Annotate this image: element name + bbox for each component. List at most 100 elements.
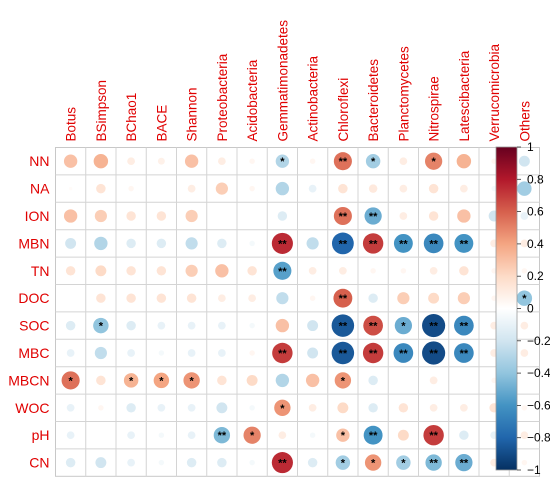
significance-mark: ** — [460, 321, 469, 333]
correlation-circle — [127, 157, 135, 166]
correlation-circle — [424, 152, 443, 170]
correlation-circle — [305, 373, 320, 388]
correlation-circle — [186, 293, 197, 303]
correlation-circle — [93, 153, 109, 169]
correlation-circle — [249, 350, 255, 356]
correlation-circle — [96, 183, 106, 194]
correlation-circle — [95, 457, 107, 469]
correlation-circle — [275, 181, 290, 196]
significance-mark: * — [129, 375, 134, 387]
correlation-circle — [455, 453, 473, 472]
significance-mark: ** — [278, 348, 287, 360]
correlation-circle — [187, 321, 196, 330]
correlation-circle — [363, 425, 383, 445]
correlation-circle — [66, 349, 75, 357]
significance-mark: * — [341, 458, 346, 470]
correlation-circle — [249, 405, 255, 411]
correlation-circle — [333, 206, 352, 226]
significance-mark: ** — [369, 430, 378, 442]
colorbar: 1 0.8 0.6 0.4 0.2 0 −0.2 −0.4 −0.6 −0.8 −1 — [495, 140, 550, 477]
row-label: NN — [29, 153, 49, 169]
correlation-circle — [516, 290, 533, 306]
correlation-circle — [339, 266, 347, 275]
correlation-circle — [457, 292, 470, 305]
correlation-circle — [491, 268, 497, 274]
column-label: Gemmatimonadetes — [275, 20, 290, 142]
significance-mark: ** — [339, 348, 348, 360]
correlation-circle — [429, 266, 438, 275]
correlation-circle — [65, 266, 76, 276]
correlation-circle — [213, 427, 231, 444]
row-label: CN — [29, 455, 49, 471]
correlation-circle — [331, 341, 355, 365]
column-label: Latescibacteria — [457, 50, 472, 141]
correlation-circle — [365, 153, 381, 169]
correlation-circle — [126, 403, 136, 413]
correlation-circle — [307, 347, 319, 359]
row-label: NA — [30, 181, 50, 197]
correlation-circle — [249, 322, 255, 329]
row-label: WOC — [15, 400, 49, 416]
circles: * ** * *** **** ** ** ** ** ****** ** ** ** * ** **** **… — [61, 152, 533, 474]
correlation-circle — [187, 431, 196, 440]
correlation-circle — [94, 236, 108, 251]
correlation-circle — [216, 402, 228, 414]
significance-mark: * — [68, 375, 73, 387]
column-label: Others — [517, 101, 532, 142]
correlation-circle — [96, 375, 106, 386]
correlation-circle — [187, 349, 196, 357]
correlation-circle — [398, 403, 409, 413]
correlation-circle — [428, 183, 439, 194]
significance-mark: ** — [278, 458, 287, 470]
grid — [55, 147, 540, 477]
correlation-circle — [63, 154, 78, 168]
significance-mark: ** — [278, 266, 287, 278]
significance-mark: ** — [429, 458, 438, 470]
significance-mark: ** — [460, 458, 469, 470]
correlation-circle — [274, 399, 291, 416]
correlation-circle — [491, 158, 497, 164]
correlation-circle — [425, 454, 442, 471]
significance-mark: ** — [460, 348, 469, 360]
correlation-circle — [183, 372, 200, 389]
correlation-circle — [277, 211, 288, 221]
correlation-circle — [521, 405, 528, 411]
correlation-circle — [309, 158, 316, 164]
column-label: Nitrospirae — [427, 76, 442, 141]
significance-mark: ** — [399, 348, 408, 360]
correlation-circle — [397, 429, 409, 441]
correlation-circle — [184, 154, 199, 168]
row-label: DOC — [18, 290, 49, 306]
correlation-circle — [307, 457, 318, 468]
correlation-circle — [333, 152, 352, 171]
correlation-circle — [249, 459, 255, 466]
significance-mark: * — [431, 156, 436, 168]
correlation-circle — [337, 402, 349, 414]
correlation-circle — [428, 292, 440, 304]
correlation-circle — [334, 372, 352, 389]
correlation-circle — [247, 266, 257, 276]
significance-mark: * — [159, 375, 164, 387]
correlation-circle — [218, 321, 226, 330]
correlation-circle — [362, 233, 384, 254]
colorbar-tick-label: −0.4 — [527, 366, 550, 380]
correlation-circle — [393, 343, 414, 363]
correlation-circle — [217, 375, 227, 386]
correlation-circle — [459, 430, 469, 440]
correlation-circle — [95, 265, 107, 277]
correlation-circle — [249, 158, 255, 164]
correlation-circle — [520, 431, 529, 440]
correlation-circle — [520, 212, 529, 220]
colorbar-tick-label: 0.2 — [527, 269, 544, 283]
correlation-circle — [456, 153, 472, 169]
column-label: Acidobacteria — [245, 59, 260, 141]
correlation-circle — [249, 240, 255, 247]
correlation-circle — [459, 266, 469, 276]
correlation-circle — [126, 238, 136, 249]
correlation-circle — [126, 211, 136, 221]
correlation-circle — [157, 321, 166, 330]
correlation-circle — [308, 403, 317, 412]
correlation-circle — [127, 431, 135, 440]
correlation-circle — [364, 207, 382, 225]
